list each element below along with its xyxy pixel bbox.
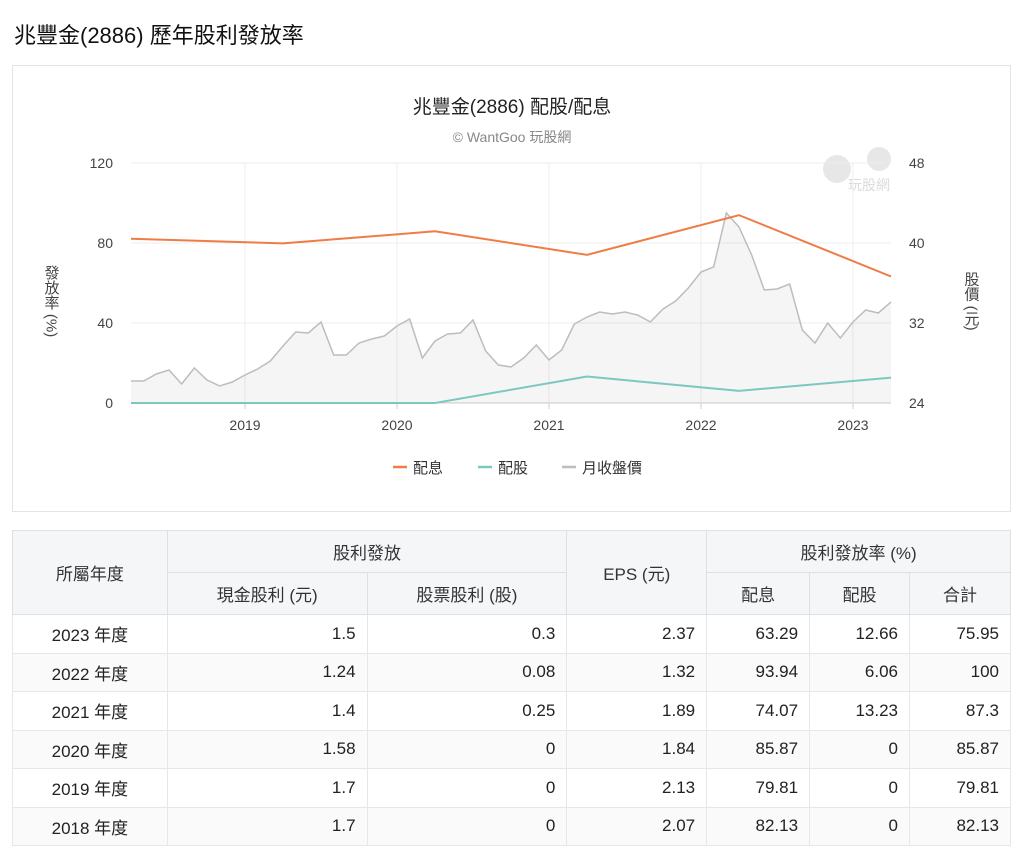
legend-item: 月收盤價: [582, 460, 642, 477]
table-cell: 0: [366, 729, 568, 769]
table-row: 2019 年度 1.7 0 2.13 79.81 0 79.81: [12, 768, 1011, 808]
table-cell: 1.32: [566, 652, 708, 692]
cash-payout-line: [130, 214, 892, 278]
table-cell: 13.23: [809, 691, 910, 731]
header-stock: 股票股利 (股): [366, 572, 568, 615]
header-r-total: 合計: [909, 572, 1011, 615]
table-cell: 0.3: [366, 614, 568, 654]
chart-svg: 兆豐金(2886) 配股/配息 © WantGoo 玩股網 玩股網 0 24 40 3…: [43, 96, 980, 477]
table-cell: 75.95: [909, 614, 1011, 654]
header-dividend: 股利發放: [166, 530, 568, 573]
x-tick-label: 2022: [685, 417, 716, 433]
x-tick-label: 2019: [229, 417, 260, 433]
legend-item: 配息: [413, 460, 443, 477]
table-cell: 1.7: [166, 768, 368, 808]
table-cell: 2021 年度: [12, 691, 168, 731]
stock-payout-line: [131, 375, 892, 404]
table-cell: 2.37: [566, 614, 708, 654]
table-cell: 0: [366, 806, 568, 846]
table-cell: 1.58: [166, 729, 368, 769]
x-tick-label: 2023: [837, 417, 868, 433]
table-cell: 12.66: [809, 614, 910, 654]
legend-item: 配股: [498, 460, 528, 477]
table-cell: 100: [909, 652, 1011, 692]
dividend-table: 所屬年度 股利發放 EPS (元) 股利發放率 (%) 現金股利 (元) 股票股…: [12, 530, 1011, 846]
y-tick-right: 32: [909, 315, 925, 331]
header-payout: 股利發放率 (%): [706, 530, 1011, 573]
table-cell: 93.94: [706, 652, 811, 692]
table-cell: 0: [809, 806, 910, 846]
header-eps: EPS (元): [566, 530, 708, 615]
table-cell: 1.7: [166, 806, 368, 846]
table-cell: 74.07: [706, 691, 811, 731]
table-cell: 0: [809, 729, 910, 769]
watermark-logo: 玩股網: [823, 147, 891, 193]
y-tick-right: 48: [909, 155, 925, 171]
table-cell: 1.89: [566, 691, 708, 731]
header-r-stock: 配股: [809, 572, 910, 615]
table-cell: 2022 年度: [12, 652, 168, 692]
table-cell: 1.84: [566, 729, 708, 769]
table-cell: 1.4: [166, 691, 368, 731]
dividend-chart: 兆豐金(2886) 配股/配息 © WantGoo 玩股網 玩股網 0 24 40 3…: [12, 65, 1011, 512]
price-area: [131, 213, 891, 403]
table-cell: 2020 年度: [12, 729, 168, 769]
table-row: 2020 年度 1.58 0 1.84 85.87 0 85.87: [12, 729, 1011, 769]
table-cell: 82.13: [706, 806, 811, 846]
y-tick-right: 40: [909, 235, 925, 251]
table-row: 2022 年度 1.24 0.08 1.32 93.94 6.06 100: [12, 652, 1011, 692]
table-cell: 2019 年度: [12, 768, 168, 808]
table-cell: 82.13: [909, 806, 1011, 846]
y-tick-left: 40: [97, 315, 113, 331]
table-cell: 79.81: [706, 768, 811, 808]
chart-subtitle: © WantGoo 玩股網: [453, 129, 572, 145]
price-line: [131, 211, 892, 387]
table-cell: 0: [809, 768, 910, 808]
table-cell: 2023 年度: [12, 614, 168, 654]
table-cell: 85.87: [706, 729, 811, 769]
chart-title: 兆豐金(2886) 配股/配息: [413, 96, 611, 118]
table-cell: 0: [366, 768, 568, 808]
header-cash: 現金股利 (元): [166, 572, 368, 615]
x-tick-label: 2020: [381, 417, 412, 433]
table-cell: 85.87: [909, 729, 1011, 769]
header-r-cash: 配息: [706, 572, 811, 615]
watermark-text: 玩股網: [848, 177, 890, 193]
y-tick-right: 24: [909, 395, 925, 411]
y-tick-left: 0: [105, 395, 113, 411]
table-cell: 1.5: [166, 614, 368, 654]
y-tick-left: 80: [97, 235, 113, 251]
y-tick-left: 120: [90, 155, 114, 171]
table-cell: 0.25: [366, 691, 568, 731]
table-cell: 63.29: [706, 614, 811, 654]
y-axis-left-label: 發放率 (%): [43, 265, 60, 338]
table-cell: 1.24: [166, 652, 368, 692]
table-cell: 2018 年度: [12, 806, 168, 846]
table-cell: 79.81: [909, 768, 1011, 808]
table-cell: 6.06: [809, 652, 910, 692]
table-cell: 87.3: [909, 691, 1011, 731]
table-cell: 2.13: [566, 768, 708, 808]
table-row: 2021 年度 1.4 0.25 1.89 74.07 13.23 87.3: [12, 691, 1011, 731]
header-year: 所屬年度: [12, 530, 168, 615]
table-row: 2018 年度 1.7 0 2.07 82.13 0 82.13: [12, 806, 1011, 846]
table-cell: 2.07: [566, 806, 708, 846]
table-cell: 0.08: [366, 652, 568, 692]
page-title: 兆豐金(2886) 歷年股利發放率: [14, 23, 304, 48]
table-row: 2023 年度 1.5 0.3 2.37 63.29 12.66 75.95: [12, 614, 1011, 654]
y-axis-right-label: 股價 (元): [963, 271, 980, 330]
x-tick-label: 2021: [533, 417, 564, 433]
